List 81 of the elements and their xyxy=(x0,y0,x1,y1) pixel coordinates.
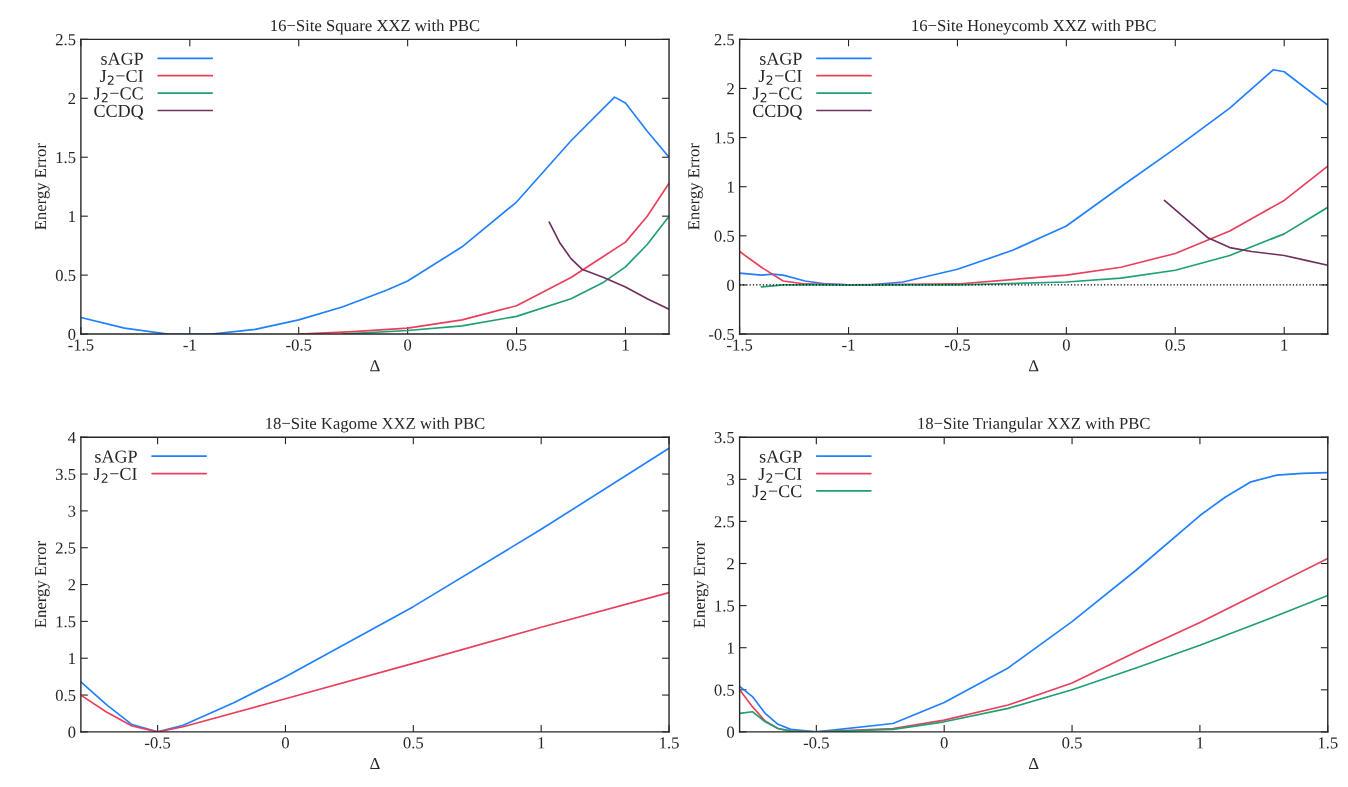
x-axis-title: Δ xyxy=(370,360,380,372)
line-series xyxy=(1163,199,1328,267)
y-tick-label: 0.5 xyxy=(714,230,735,242)
y-tick-label: 3 xyxy=(68,505,76,517)
y-tick-label: 0 xyxy=(68,726,76,738)
y-tick-label: 2 xyxy=(68,93,76,105)
legend-label: sAGP xyxy=(101,52,143,65)
y-tick-label: 1 xyxy=(69,210,76,222)
x-tick-label: 1 xyxy=(1281,339,1288,351)
y-tick-label: 1.5 xyxy=(56,152,76,164)
y-tick-label: 0.5 xyxy=(55,269,76,282)
x-tick-label: 0 xyxy=(940,737,948,749)
chart-title: 18−Site Kagome XXZ with PBC xyxy=(266,417,485,433)
x-tick-label: -1.5 xyxy=(68,339,94,351)
y-tick-label: 0 xyxy=(727,726,735,738)
x-tick-label: -1 xyxy=(183,339,196,351)
y-tick-label: 2.5 xyxy=(714,34,735,46)
y-tick-label: 0.5 xyxy=(55,689,76,702)
y-axis-title: Energy Error xyxy=(35,541,50,628)
x-axis-title: Δ xyxy=(1028,360,1039,372)
x-tick-label: 0.5 xyxy=(1165,339,1186,351)
y-tick-label: 1.5 xyxy=(56,616,76,628)
y-tick-label: 3 xyxy=(727,474,735,486)
line-series xyxy=(760,206,1328,288)
y-tick-label: 2 xyxy=(727,558,734,570)
x-tick-label: -1 xyxy=(842,339,855,351)
y-tick-label: 2.5 xyxy=(55,542,76,554)
legend-label: sAGP xyxy=(95,450,137,463)
y-tick-label: 3.5 xyxy=(714,431,735,444)
y-tick-label: 3.5 xyxy=(55,468,76,481)
y-tick-label: 2 xyxy=(68,579,76,591)
chart-title: 16−Site Honeycomb XXZ with PBC xyxy=(912,19,1156,35)
legend-label: J$_{2}$−CC xyxy=(752,485,802,501)
y-tick-label: 0 xyxy=(68,328,76,340)
x-tick-label: 1 xyxy=(1197,737,1204,749)
x-tick-label: 1 xyxy=(622,339,629,351)
x-tick-label: -1.5 xyxy=(727,339,753,351)
chart-title: 16−Site Square XXZ with PBC xyxy=(271,19,480,35)
x-tick-label: 0 xyxy=(281,737,289,749)
x-tick-label: 0.5 xyxy=(506,339,527,351)
y-axis-title: Energy Error xyxy=(693,541,709,628)
y-tick-label: 4 xyxy=(68,432,76,443)
x-axis-title: Δ xyxy=(1028,758,1039,770)
legend-label: J$_{2}$−CI xyxy=(100,69,143,85)
y-tick-label: 0 xyxy=(727,279,735,291)
y-axis-title: Energy Error xyxy=(35,143,50,230)
legend-label: CCDQ xyxy=(94,104,144,120)
line-series xyxy=(548,221,670,311)
y-tick-label: 1.5 xyxy=(715,132,735,144)
legend-label: sAGP xyxy=(759,450,802,463)
x-axis-title: Δ xyxy=(370,758,380,770)
legend-label: J$_{2}$−CI xyxy=(93,467,137,483)
y-tick-label: 2 xyxy=(727,83,734,95)
y-tick-label: 1 xyxy=(69,653,76,665)
x-tick-label: -0.5 xyxy=(803,737,829,749)
x-tick-label: 1.5 xyxy=(660,737,679,749)
x-tick-label: 0.5 xyxy=(1062,737,1082,749)
y-tick-label: 1 xyxy=(727,181,734,193)
x-tick-label: 1.5 xyxy=(1318,737,1338,749)
x-tick-label: 0 xyxy=(1062,339,1070,351)
legend-label: sAGP xyxy=(760,52,802,65)
x-tick-label: 0 xyxy=(404,339,412,351)
legend-label: J$_{2}$−CI xyxy=(758,69,802,85)
chart-title: 18−Site Triangular XXZ with PBC xyxy=(918,417,1150,433)
legend-label: J$_{2}$−CC xyxy=(94,87,143,103)
legend-label: CCDQ xyxy=(753,104,803,120)
x-tick-label: 1 xyxy=(538,737,545,749)
y-tick-label: 2.5 xyxy=(714,516,735,528)
x-tick-label: -0.5 xyxy=(286,339,312,351)
x-tick-label: -0.5 xyxy=(944,339,970,351)
y-tick-label: 2.5 xyxy=(55,34,76,46)
y-tick-label: 0.5 xyxy=(714,684,735,696)
y-axis-title: Energy Error xyxy=(688,143,703,230)
y-tick-label: -0.5 xyxy=(709,328,735,341)
line-series xyxy=(739,68,1328,286)
legend-label: J$_{2}$−CC xyxy=(752,87,802,103)
legend-label: J$_{2}$−CI xyxy=(758,467,802,483)
y-tick-label: 1.5 xyxy=(715,600,735,612)
x-tick-label: 0.5 xyxy=(403,737,424,749)
x-tick-label: -0.5 xyxy=(145,737,171,749)
y-tick-label: 1 xyxy=(727,642,734,654)
